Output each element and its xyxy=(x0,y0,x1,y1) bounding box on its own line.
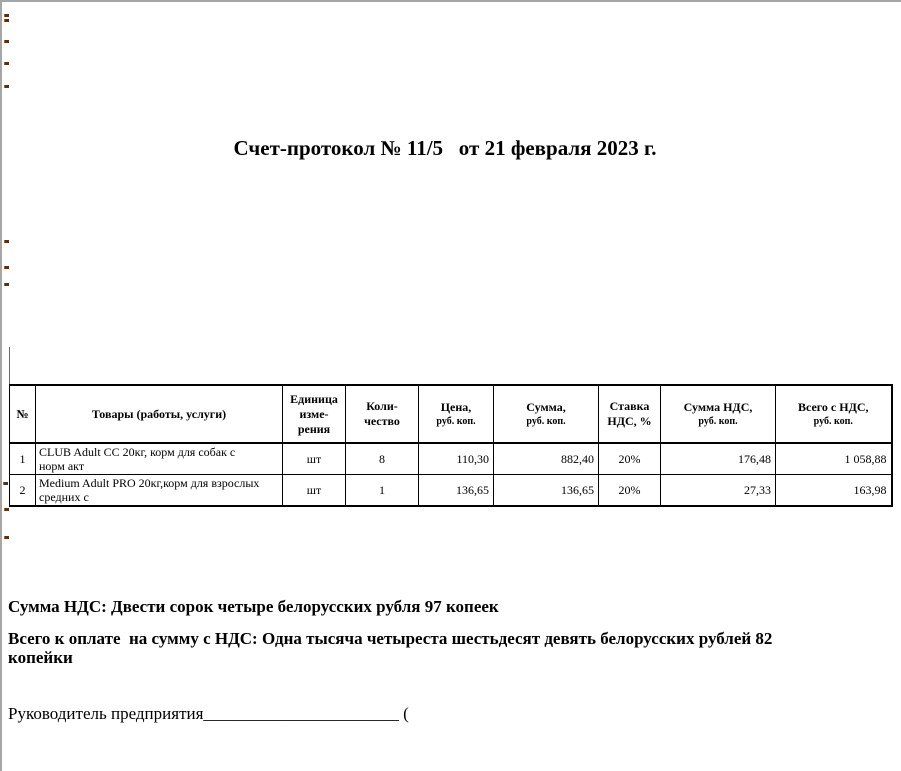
table-header-row: № Товары (работы, услуги) Единица изме- … xyxy=(9,384,892,444)
artifact-mark xyxy=(4,85,9,88)
artifact-mark xyxy=(3,482,8,485)
col-header-total: Всего с НДС, руб. коп. xyxy=(775,384,892,444)
page-edge-top xyxy=(0,0,901,2)
row-vat-rate: 20% xyxy=(598,442,661,475)
vat-total-text: Сумма НДС: Двести сорок четыре белорусск… xyxy=(8,597,499,616)
artifact-mark xyxy=(4,240,9,243)
artifact-mark xyxy=(4,266,9,269)
col-header-vat-rate: Ставка НДС, % xyxy=(598,384,661,444)
artifact-mark xyxy=(4,536,9,539)
row-quantity: 8 xyxy=(345,442,419,475)
artifact-mark xyxy=(4,19,9,22)
row-unit: шт xyxy=(282,474,346,507)
col-header-vat-sum: Сумма НДС, руб. коп. xyxy=(660,384,776,444)
table-row: 1 CLUB Adult CC 20кг, корм для собак с н… xyxy=(9,442,892,475)
row-vat-rate: 20% xyxy=(598,474,661,507)
col-header-number: № xyxy=(9,384,36,444)
row-price: 110,30 xyxy=(418,442,494,475)
row-vat-sum: 27,33 xyxy=(660,474,776,507)
row-description: Medium Adult PRO 20кг,корм для взрослых … xyxy=(35,474,283,507)
col-header-unit: Единица изме- рения xyxy=(282,384,346,444)
invoice-table: № Товары (работы, услуги) Единица изме- … xyxy=(9,384,893,507)
table-border-artifact xyxy=(9,347,10,385)
row-unit: шт xyxy=(282,442,346,475)
artifact-mark xyxy=(4,14,9,17)
col-header-quantity: Коли- чество xyxy=(345,384,419,444)
row-vat-sum: 176,48 xyxy=(660,442,776,475)
row-total: 1 058,88 xyxy=(775,442,892,475)
row-sum: 882,40 xyxy=(493,442,599,475)
artifact-mark xyxy=(4,40,9,43)
artifact-mark xyxy=(4,283,9,286)
artifact-mark xyxy=(4,62,9,65)
col-header-goods: Товары (работы, услуги) xyxy=(35,384,283,444)
row-quantity: 1 xyxy=(345,474,419,507)
row-description: CLUB Adult CC 20кг, корм для собак с нор… xyxy=(35,442,283,475)
document-title: Счет-протокол № 11/5 от 21 февраля 2023 … xyxy=(233,136,657,160)
page-edge-left xyxy=(0,0,2,771)
row-price: 136,65 xyxy=(418,474,494,507)
table-row: 2 Medium Adult PRO 20кг,корм для взрослы… xyxy=(9,474,892,507)
row-sum: 136,65 xyxy=(493,474,599,507)
col-header-price: Цена, руб. коп. xyxy=(418,384,494,444)
artifact-mark xyxy=(4,508,9,511)
row-number: 2 xyxy=(9,474,36,507)
row-number: 1 xyxy=(9,442,36,475)
row-total: 163,98 xyxy=(775,474,892,507)
col-header-sum: Сумма, руб. коп. xyxy=(493,384,599,444)
grand-total-text: Всего к оплате на сумму с НДС: Одна тыся… xyxy=(8,629,773,667)
signature-line: Руководитель предприятия________________… xyxy=(8,704,409,723)
